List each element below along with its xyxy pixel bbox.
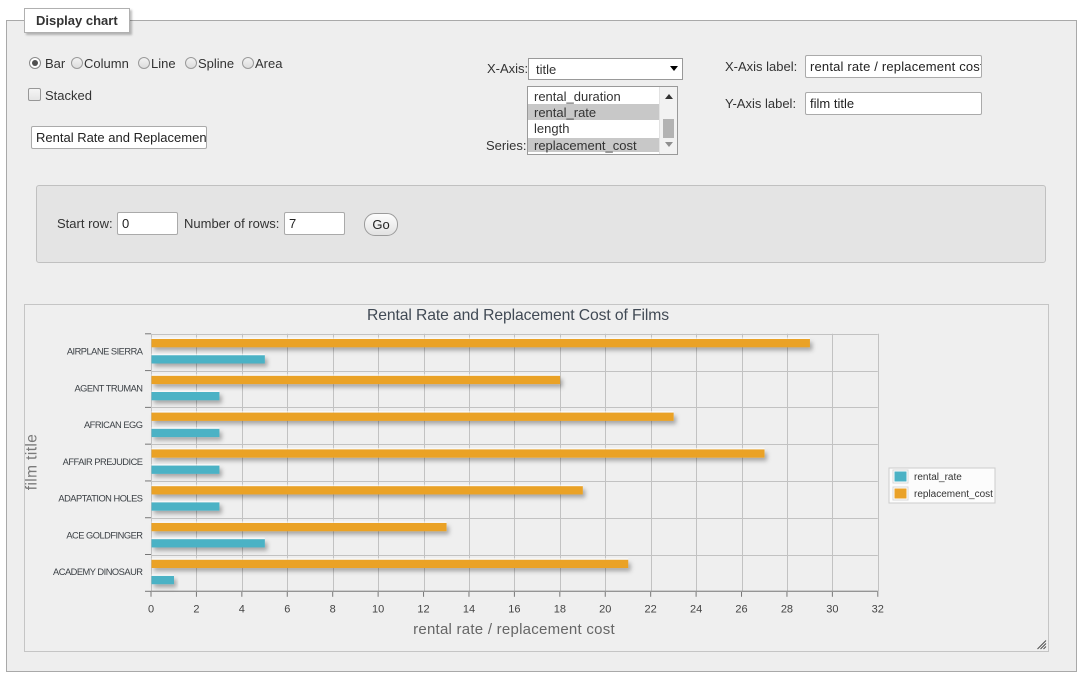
svg-text:22: 22 xyxy=(645,603,657,615)
svg-text:24: 24 xyxy=(690,603,702,615)
svg-text:16: 16 xyxy=(508,603,520,615)
svg-text:AFFAIR PREJUDICE: AFFAIR PREJUDICE xyxy=(63,457,143,467)
svg-text:ADAPTATION HOLES: ADAPTATION HOLES xyxy=(58,494,142,504)
svg-text:32: 32 xyxy=(872,603,884,615)
svg-text:ACE GOLDFINGER: ACE GOLDFINGER xyxy=(66,530,143,540)
svg-text:18: 18 xyxy=(554,603,566,615)
svg-text:10: 10 xyxy=(372,603,384,615)
svg-text:4: 4 xyxy=(239,603,245,615)
svg-text:replacement_cost: replacement_cost xyxy=(914,489,993,500)
svg-text:ACADEMY DINOSAUR: ACADEMY DINOSAUR xyxy=(53,567,143,577)
svg-text:2: 2 xyxy=(193,603,199,615)
svg-text:14: 14 xyxy=(463,603,475,615)
svg-text:30: 30 xyxy=(826,603,838,615)
svg-text:0: 0 xyxy=(148,603,154,615)
svg-text:20: 20 xyxy=(599,603,611,615)
svg-text:AGENT TRUMAN: AGENT TRUMAN xyxy=(74,383,142,393)
svg-text:12: 12 xyxy=(417,603,429,615)
svg-text:rental rate / replacement cost: rental rate / replacement cost xyxy=(413,621,615,638)
svg-text:film title: film title xyxy=(25,434,41,491)
svg-text:6: 6 xyxy=(284,603,290,615)
svg-text:Rental Rate and Replacement Co: Rental Rate and Replacement Cost of Film… xyxy=(367,307,669,324)
svg-text:8: 8 xyxy=(330,603,336,615)
svg-text:AIRPLANE SIERRA: AIRPLANE SIERRA xyxy=(67,347,144,357)
svg-text:26: 26 xyxy=(735,603,747,615)
svg-text:28: 28 xyxy=(781,603,793,615)
svg-text:AFRICAN EGG: AFRICAN EGG xyxy=(84,420,143,430)
svg-text:rental_rate: rental_rate xyxy=(914,472,962,483)
